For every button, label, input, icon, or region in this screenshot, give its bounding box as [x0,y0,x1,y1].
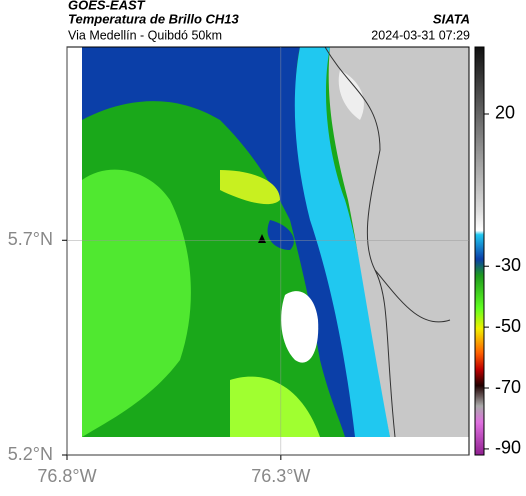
x-tick-label: 76.3°W [251,466,310,486]
colorbar-tick-label: 20 [495,103,515,123]
timestamp: 2024-03-31 07:29 [371,28,470,42]
colorbar-tick-label: -50 [495,316,521,336]
colorbar-tick-label: -30 [495,255,521,275]
subtitle: Via Medellín - Quibdó 50km [68,28,222,42]
y-tick-label: 5.2°N [8,444,53,464]
x-tick-label: 76.8°W [37,466,96,486]
title: Temperatura de Brillo CH13 [68,11,240,26]
satellite: GOES-EAST [68,0,146,12]
satellite-image [82,47,469,437]
y-tick-label: 5.7°N [8,229,53,249]
colorbar-tick-label: -70 [495,377,521,397]
colorbar-tick-label: -90 [495,438,521,458]
colorbar [474,46,485,456]
source: SIATA [433,11,470,26]
